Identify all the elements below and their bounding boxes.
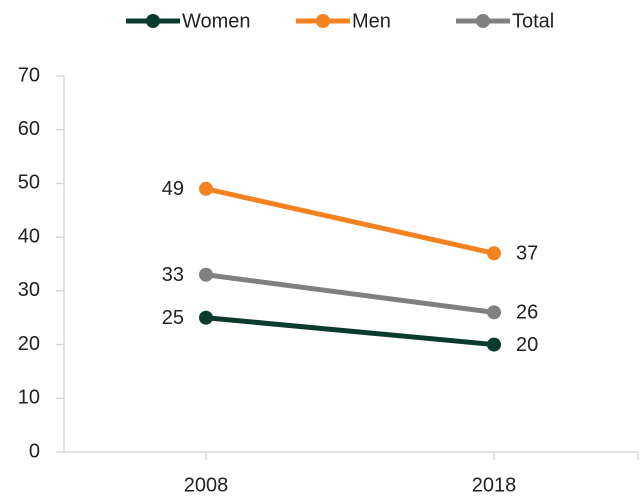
y-tick-label: 40 bbox=[18, 225, 40, 247]
data-label: 20 bbox=[516, 334, 538, 356]
y-tick-label: 70 bbox=[18, 64, 40, 86]
data-point bbox=[487, 337, 501, 352]
series-line bbox=[205, 272, 495, 315]
y-tick-label: 0 bbox=[29, 440, 40, 462]
y-tick-label: 50 bbox=[18, 172, 40, 194]
data-label: 33 bbox=[162, 264, 184, 286]
data-point bbox=[487, 246, 501, 261]
legend-marker bbox=[476, 14, 490, 28]
legend-marker bbox=[146, 14, 160, 28]
y-tick-label: 60 bbox=[18, 118, 40, 140]
data-point bbox=[199, 310, 213, 325]
x-tick-label: 2008 bbox=[184, 474, 229, 496]
legend-marker bbox=[316, 14, 330, 28]
y-tick-label: 20 bbox=[18, 333, 40, 355]
legend-label: Total bbox=[512, 10, 554, 32]
data-label: 26 bbox=[516, 302, 538, 324]
series-line bbox=[205, 186, 495, 256]
data-label: 49 bbox=[162, 178, 184, 200]
data-point bbox=[199, 181, 213, 196]
data-label: 37 bbox=[516, 243, 538, 265]
series-line bbox=[205, 315, 495, 348]
y-tick-label: 10 bbox=[18, 387, 40, 409]
y-tick-label: 30 bbox=[18, 279, 40, 301]
x-tick-label: 2018 bbox=[472, 474, 517, 496]
data-point bbox=[487, 305, 501, 320]
data-label: 25 bbox=[162, 307, 184, 329]
data-point bbox=[199, 267, 213, 282]
legend-label: Women bbox=[182, 10, 251, 32]
legend-label: Men bbox=[352, 10, 391, 32]
